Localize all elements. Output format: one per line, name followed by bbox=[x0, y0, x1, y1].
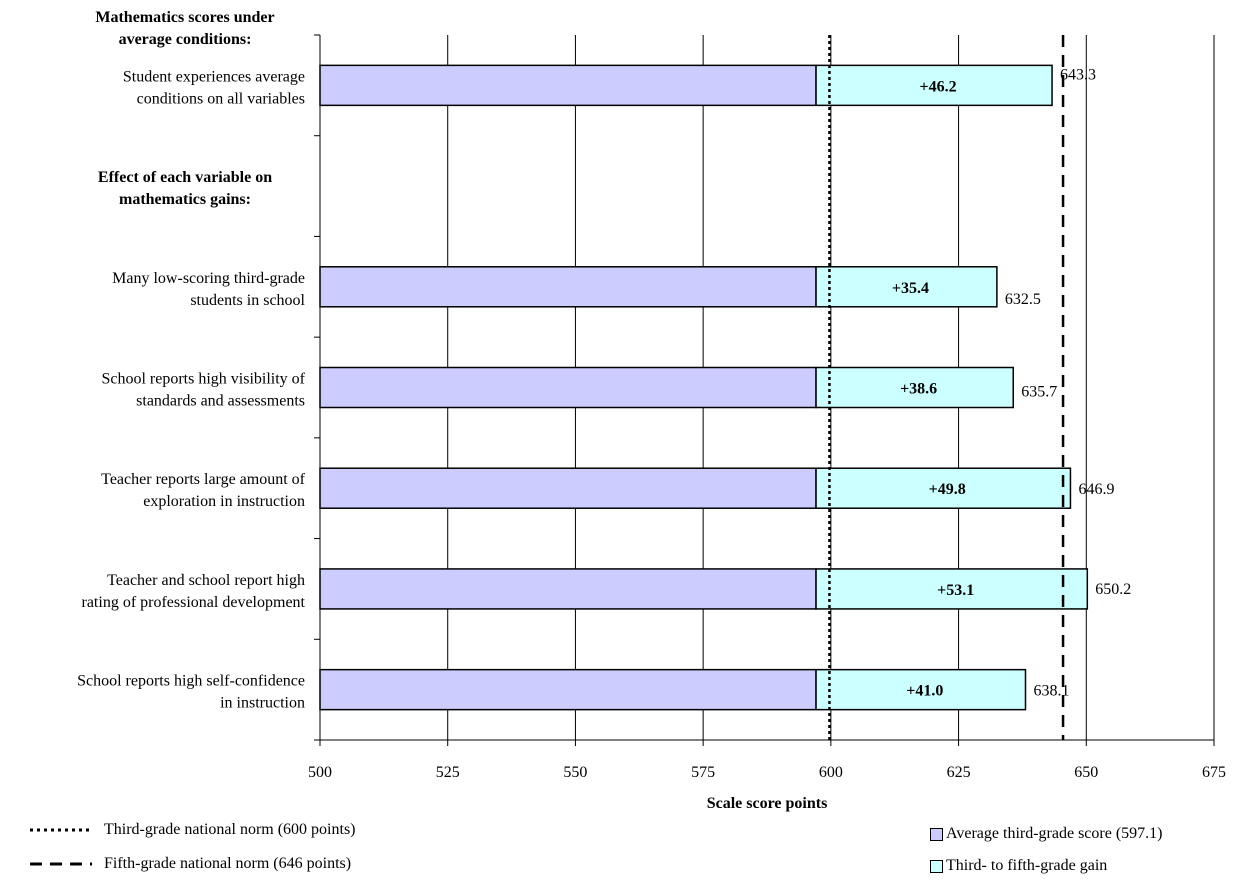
x-tick-label: 575 bbox=[691, 764, 715, 781]
x-tick-label: 650 bbox=[1074, 764, 1098, 781]
bar-third-grade-score bbox=[319, 366, 817, 409]
legend-label-gain: Third- to fifth-grade gain bbox=[946, 857, 1108, 874]
x-tick-label: 500 bbox=[308, 764, 332, 781]
total-label: 646.9 bbox=[1078, 481, 1114, 498]
gain-label: +41.0 bbox=[906, 683, 943, 700]
category-label: Student experiences average conditions on… bbox=[123, 68, 305, 107]
dotted-line-sample bbox=[30, 828, 92, 832]
bar-gain bbox=[815, 467, 1072, 509]
legend-label-fifth-grade-norm: Fifth-grade national norm (646 points) bbox=[104, 855, 352, 872]
legend-label-third-grade-score: Average third-grade score (597.1) bbox=[946, 825, 1163, 842]
category-labels: Student experiences average conditions on… bbox=[77, 9, 306, 712]
x-tick-labels: 500 525 550 575 600 625 650 675 bbox=[308, 764, 1226, 781]
x-axis-title: Scale score points bbox=[707, 795, 828, 812]
x-tick-label: 600 bbox=[819, 764, 843, 781]
bar-third-grade-score bbox=[319, 266, 817, 308]
axes bbox=[314, 34, 1215, 746]
total-label: 638.1 bbox=[1033, 683, 1069, 700]
bar-third-grade-score bbox=[319, 668, 817, 711]
bar-gain bbox=[815, 366, 1014, 409]
bar-labels: +46.2 643.3 +35.4 632.5 +38.6 635.7 +49.8 646.9… bbox=[892, 66, 1131, 699]
bar-third-grade-score bbox=[319, 467, 817, 509]
total-label: 650.2 bbox=[1095, 581, 1131, 598]
bar-gain bbox=[815, 668, 1027, 711]
bar-gain bbox=[815, 64, 1053, 107]
legend-item-fifth-grade-norm: Fifth-grade national norm (646 points) bbox=[30, 855, 351, 873]
dashed-line-sample bbox=[30, 862, 92, 866]
legend-swatch-gain bbox=[930, 859, 943, 873]
bar-third-grade-score bbox=[319, 568, 817, 610]
gain-label: +49.8 bbox=[929, 481, 966, 498]
bar-gain bbox=[815, 266, 998, 308]
category-label: Many low-scoring third-grade students in … bbox=[112, 270, 305, 309]
reference-lines bbox=[828, 35, 1065, 740]
bar-third-grade-score bbox=[319, 64, 817, 107]
section-header: Mathematics scores under average conditio… bbox=[95, 9, 274, 48]
category-label: Teacher and school report high rating of … bbox=[82, 572, 306, 611]
gain-label: +53.1 bbox=[937, 582, 974, 599]
gain-label: +46.2 bbox=[919, 78, 956, 95]
bar-gain bbox=[815, 568, 1089, 610]
gain-label: +38.6 bbox=[900, 381, 937, 398]
category-label: School reports high self-confidence in in… bbox=[77, 673, 305, 712]
legend-label-third-grade-norm: Third-grade national norm (600 points) bbox=[104, 821, 356, 838]
gain-label: +35.4 bbox=[892, 280, 929, 297]
total-label: 643.3 bbox=[1060, 66, 1096, 83]
legend-item-gain: Third- to fifth-grade gain bbox=[930, 857, 1107, 875]
x-tick-label: 525 bbox=[436, 764, 460, 781]
legend-item-third-grade-score: Average third-grade score (597.1) bbox=[930, 825, 1163, 843]
category-label: School reports high visibility of standar… bbox=[101, 371, 305, 410]
x-tick-label: 675 bbox=[1202, 764, 1226, 781]
legend-item-third-grade-norm: Third-grade national norm (600 points) bbox=[30, 821, 356, 839]
legend-swatch-third-grade-score bbox=[930, 827, 943, 841]
category-label: Teacher reports large amount of explorati… bbox=[101, 471, 306, 510]
section-header: Effect of each variable on mathematics ga… bbox=[98, 169, 272, 208]
total-label: 632.5 bbox=[1005, 291, 1041, 308]
total-label: 635.7 bbox=[1021, 384, 1057, 401]
x-tick-label: 550 bbox=[563, 764, 587, 781]
x-tick-label: 625 bbox=[947, 764, 971, 781]
bars bbox=[319, 64, 1089, 711]
